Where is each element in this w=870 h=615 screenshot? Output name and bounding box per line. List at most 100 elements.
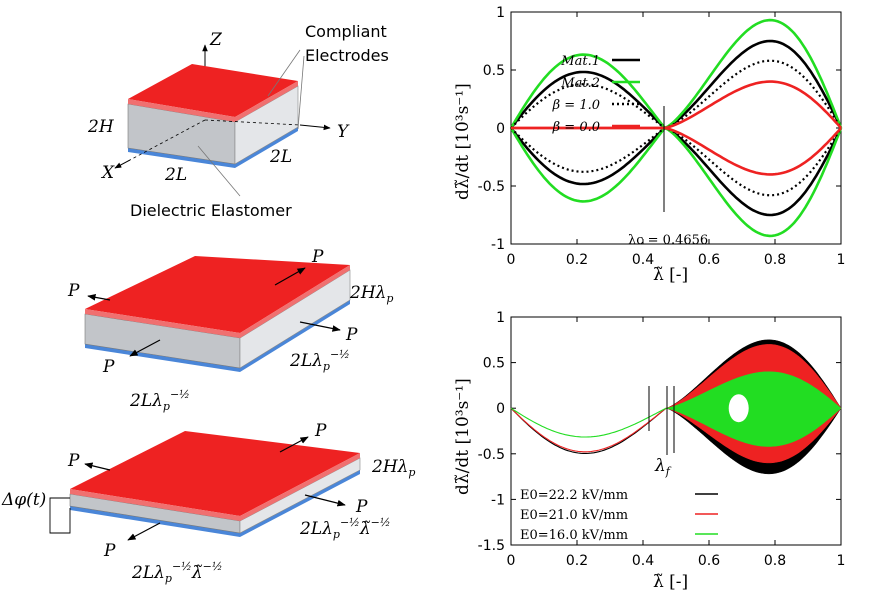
voltage-bracket [49, 497, 71, 534]
legend-label: β = 1.0 [552, 98, 600, 113]
x-tick-label: 1 [837, 252, 846, 268]
dielectric-elastomer-label: Dielectric Elastomer [130, 201, 292, 220]
front-length-label-3: 2Lλp−½λ̃−½ [131, 560, 223, 585]
y-tick-label: 0 [496, 121, 505, 137]
y-tick-label: -1.5 [478, 538, 505, 554]
force-arrow-right [299, 321, 341, 332]
top-electrode-edge [128, 81, 298, 122]
y-tick-label: -0.5 [478, 447, 505, 463]
series-line [511, 126, 842, 176]
x-tick-label: 0.8 [764, 252, 786, 268]
series-band [666, 371, 842, 447]
force-arrow-left [87, 294, 111, 301]
x-tick-label: 0 [507, 252, 516, 268]
side-length-label-2: 2Lλp−½ [289, 348, 350, 373]
x-tick-label: 0.6 [698, 252, 720, 268]
top-electrode-edge-3 [70, 453, 360, 521]
force-right-label: P [345, 325, 358, 345]
thickness-label-3: 2Hλp [371, 457, 415, 479]
y-tick-label: -1 [491, 492, 505, 508]
legend-label: Mat.2 [560, 76, 600, 91]
series-line [510, 407, 667, 454]
chart-top-xlabel: λ̃ [-] [653, 265, 688, 285]
legend-label: Mat.1 [560, 54, 600, 69]
y-tick-label: 0.5 [483, 356, 505, 372]
force-bottom-label-3: P [103, 541, 116, 561]
y-tick-label: 0.5 [483, 63, 505, 79]
chart-top-series [509, 18, 843, 238]
x-tick-label: 1 [837, 553, 846, 569]
legend-label: E0=22.2 kV/mm [520, 488, 628, 503]
force-bottom-label: P [102, 357, 115, 377]
force-right-label-3: P [355, 497, 368, 517]
chart-bottom-ylabel: dλ̃/dt [10³s⁻¹] [453, 378, 473, 495]
force-arrow-bottom-3 [127, 522, 161, 541]
top-electrode-2 [85, 256, 350, 333]
y-axis [299, 124, 331, 131]
side-length-label: 2L [269, 147, 292, 167]
force-left-label-3: P [67, 451, 80, 471]
force-arrow-right-3 [304, 494, 346, 507]
x-axis [114, 159, 131, 169]
x-tick-label: 0.2 [566, 553, 588, 569]
bottom-electrode-3 [70, 470, 360, 537]
bottom-electrode-2 [85, 300, 350, 372]
y-axis-hidden [204, 119, 301, 126]
force-top-label-3: P [314, 421, 327, 441]
z-axis-label: Z [209, 30, 223, 50]
chart-top: 0 0.2 0.4 0.6 0.8 1 1 0.5 0 -0.5 -1 Mat.1 Mat.2 β = … [453, 5, 845, 285]
electrodes-label: Electrodes [305, 46, 389, 65]
chart-bottom-legend: E0=22.2 kV/mm E0=21.0 kV/mm E0=16.0 kV/mm [520, 488, 718, 543]
chart-top-ylabel: dλ̃/dt [10³s⁻¹] [453, 83, 473, 200]
y-axis-label: Y [337, 122, 350, 142]
block2-diagram: P P P P 2Hλp 2Lλp−½ 2Lλp−½ [67, 247, 393, 413]
x-tick-label: 0.4 [632, 252, 654, 268]
block3-diagram: P P P P Δφ(t) 2Hλp 2Lλp−½λ̃−½ 2Lλp−½λ̃−½ [1, 421, 415, 585]
bottom-electrode [128, 127, 298, 168]
force-top-label: P [311, 247, 324, 267]
voltage-label: Δφ(t) [1, 490, 46, 510]
lambda-c-annotation: λc = 0.4656 [628, 233, 708, 248]
top-electrode [128, 64, 298, 117]
series-line [509, 18, 843, 203]
y-tick-label: 0 [496, 401, 505, 417]
legend-label: β = 0.0 [552, 120, 600, 135]
series-line [510, 407, 667, 438]
y-tick-label: -0.5 [478, 179, 505, 195]
series-line [510, 407, 667, 453]
x-axis-label: X [100, 163, 115, 183]
y-tick-label: 1 [496, 310, 505, 326]
chart-bottom-frame [510, 316, 842, 546]
force-arrow-top-3 [279, 436, 309, 453]
x-tick-label: 0.8 [764, 553, 786, 569]
force-arrow-bottom [129, 339, 161, 357]
x-tick-label: 0.4 [632, 553, 654, 569]
force-left-label: P [67, 281, 80, 301]
y-tick-label: -1 [491, 237, 505, 253]
side-length-label-3: 2Lλp−½λ̃−½ [299, 516, 391, 541]
chart-bottom-ticks: 0 0.2 0.4 0.6 0.8 1 1 0.5 0 -0.5 -1 -1.5 [478, 310, 846, 569]
y-tick-label: 1 [496, 5, 505, 21]
chart-bottom-series [510, 339, 842, 475]
series-line [509, 53, 843, 238]
x-tick-label: 0 [507, 553, 516, 569]
force-arrow-top [274, 267, 306, 286]
lambda-f-annotation: λf [654, 456, 672, 478]
chart-top-legend: Mat.1 Mat.2 β = 1.0 β = 0.0 [552, 54, 640, 135]
x-tick-label: 0.6 [698, 553, 720, 569]
x-axis-hidden [129, 119, 206, 161]
chart-top-ticks: 0 0.2 0.4 0.6 0.8 1 1 0.5 0 -0.5 -1 [478, 5, 846, 268]
front-length-label-2: 2Lλp−½ [129, 388, 190, 413]
compliant-label: Compliant [305, 22, 387, 41]
x-tick-label: 0.2 [566, 252, 588, 268]
legend-label: E0=21.0 kV/mm [520, 508, 628, 523]
top-electrode-edge-2 [85, 265, 350, 338]
thickness-label-2: 2Hλp [349, 283, 393, 305]
thickness-label: 2H [87, 117, 115, 137]
chart-bottom: 0 0.2 0.4 0.6 0.8 1 1 0.5 0 -0.5 -1 -1.5 E0=22.2 kV… [453, 310, 845, 592]
band-gap [728, 394, 749, 423]
electrode-leader-2 [297, 55, 305, 130]
top-electrode-3 [70, 431, 360, 516]
block1-diagram: Z X Y 2H 2L 2L Compliant Electrodes Diel… [87, 22, 389, 220]
